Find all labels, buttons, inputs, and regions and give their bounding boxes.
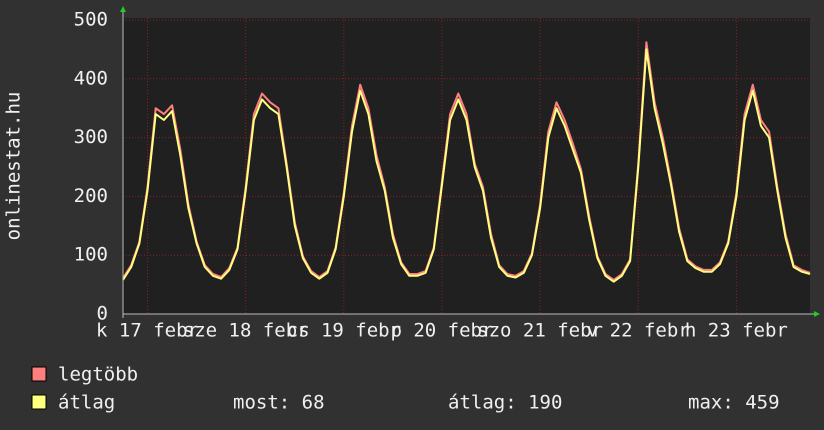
y-tick-label: 0	[97, 303, 108, 325]
x-tick-label: szo 21 febr	[477, 320, 603, 342]
legend-swatch	[31, 366, 47, 382]
y-tick-label: 100	[74, 244, 108, 266]
legend-swatch	[31, 394, 47, 410]
legend-label: legtöbb	[58, 364, 138, 386]
x-tick-label: k 17 febr	[96, 320, 199, 342]
x-tick-label: sze 18 febr	[183, 320, 309, 342]
legend-stat: most: 68	[233, 392, 325, 414]
lines	[122, 41, 811, 283]
legend: legtöbb átlag most: 68 átlag: 190 max: 459	[31, 364, 780, 414]
y-tick-label: 200	[74, 185, 108, 207]
y-tick-label: 300	[74, 126, 108, 148]
x-tick-label: cs 19 febr	[287, 320, 401, 342]
x-arrow	[814, 311, 820, 317]
y-axis-label: onlinestat.hu	[3, 92, 25, 241]
y-tick-label: 500	[74, 9, 108, 31]
x-tick-label: p 20 febr	[390, 320, 493, 342]
legend-label: átlag	[58, 392, 115, 414]
legend-stat: átlag: 190	[448, 392, 562, 414]
x-tick-label: v 22 febr	[587, 320, 690, 342]
x-tick-label: h 23 febr	[685, 320, 788, 342]
y-tick-label: 400	[74, 67, 108, 89]
y-arrow	[120, 6, 126, 12]
series-line	[122, 48, 811, 283]
legend-stat: max: 459	[688, 392, 780, 414]
plot-area	[123, 18, 810, 314]
